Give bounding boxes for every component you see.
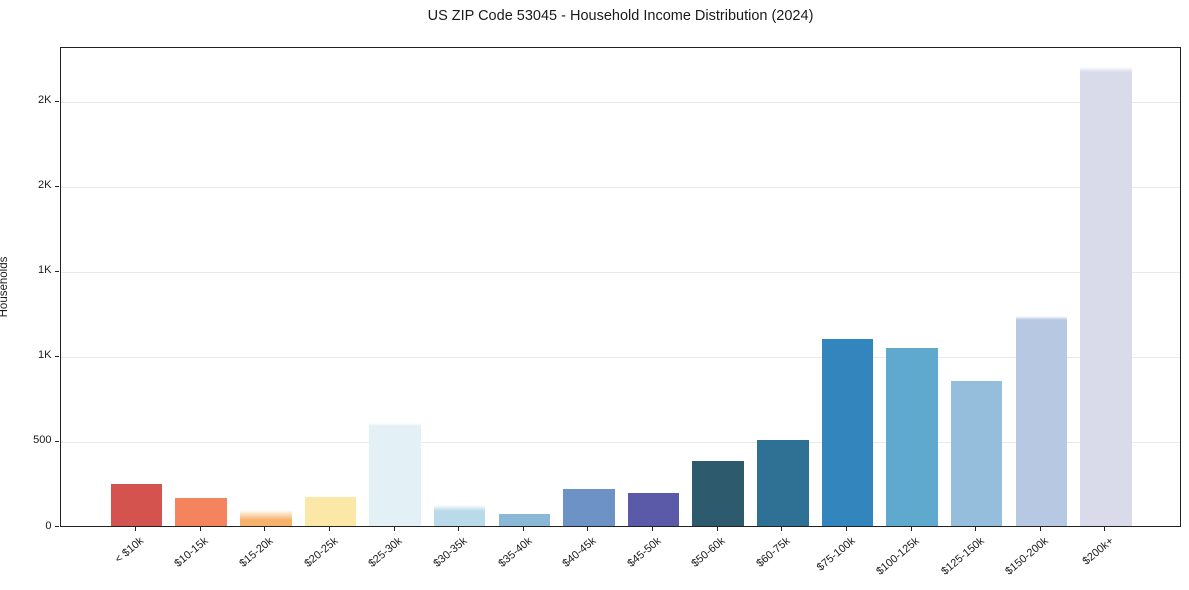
y-tick-label: 1K	[38, 264, 52, 277]
bar-75-100k	[821, 339, 874, 526]
x-tick-label: $45-50k	[625, 534, 664, 570]
gridline	[60, 271, 1180, 273]
y-tick-label: 2K	[38, 179, 52, 192]
x-tick-label: $75-100k	[814, 534, 858, 574]
gridline	[60, 356, 1180, 358]
x-tick-label: $20-25k	[301, 534, 341, 570]
x-tick-label: $35-40k	[495, 534, 534, 570]
x-tick-label: $200k+	[1080, 534, 1116, 568]
x-tick-mark	[587, 526, 589, 531]
x-tick-mark	[328, 526, 330, 531]
x-tick-mark	[1104, 526, 1106, 531]
x-tick-label: $30-35k	[431, 534, 470, 570]
bar-200k	[1080, 67, 1132, 526]
x-tick-label: $150-200k	[1003, 534, 1052, 578]
y-tick-mark	[55, 100, 59, 102]
bar-35-40k	[498, 514, 551, 526]
x-tick-mark	[781, 526, 783, 531]
x-tick-label: $50-60k	[689, 534, 728, 570]
x-tick-label: $125-150k	[938, 534, 987, 578]
y-tick-mark	[55, 270, 59, 272]
x-tick-mark	[458, 526, 460, 531]
bar-10k	[110, 483, 163, 526]
x-tick-mark	[716, 526, 718, 531]
x-tick-label: $10-15k	[172, 534, 211, 570]
x-tick-mark	[910, 526, 912, 531]
x-tick-mark	[975, 526, 977, 531]
x-tick-mark	[652, 526, 654, 531]
bar-25-30k	[369, 422, 421, 526]
bar-45-50k	[627, 493, 680, 526]
x-tick-mark	[264, 526, 266, 531]
y-tick-mark	[55, 440, 59, 442]
bar-30-35k	[433, 505, 486, 526]
x-tick-label: $15-20k	[237, 534, 276, 570]
x-tick-label: $100-125k	[874, 534, 922, 578]
x-tick-label: $25-30k	[366, 534, 405, 570]
bar-60-75k	[757, 439, 809, 526]
y-tick-label: 1K	[38, 349, 52, 362]
bar-50-60k	[692, 460, 744, 526]
x-tick-mark	[522, 526, 524, 531]
bar-100-125k	[886, 347, 938, 526]
gridline	[60, 101, 1180, 103]
bar-150-200k	[1015, 316, 1068, 526]
x-tick-label: $40-45k	[560, 534, 599, 570]
gridline	[60, 441, 1180, 443]
bar-125-150k	[950, 380, 1003, 526]
bar-40-45k	[563, 488, 615, 526]
y-tick-label: 0	[45, 519, 52, 532]
y-tick-mark	[55, 185, 59, 187]
plot-area	[59, 46, 1181, 527]
bar-20-25k	[304, 496, 357, 526]
x-tick-mark	[135, 526, 136, 531]
x-tick-mark	[393, 526, 395, 531]
bar-15-20k	[240, 510, 292, 526]
x-tick-mark	[199, 526, 201, 531]
chart-title: US ZIP Code 53045 - Household Income Dis…	[427, 8, 814, 24]
x-tick-label: < $10k	[112, 534, 147, 566]
y-axis-label: Households	[0, 256, 10, 318]
y-tick-mark	[55, 526, 59, 527]
gridline	[60, 186, 1180, 188]
y-tick-label: 500	[33, 434, 52, 447]
x-tick-mark	[1039, 526, 1041, 531]
x-tick-mark	[845, 526, 847, 531]
y-tick-label: 2K	[38, 94, 52, 107]
x-tick-label: $60-75k	[754, 534, 793, 570]
bar-10-15k	[175, 498, 227, 526]
y-tick-mark	[55, 355, 59, 357]
